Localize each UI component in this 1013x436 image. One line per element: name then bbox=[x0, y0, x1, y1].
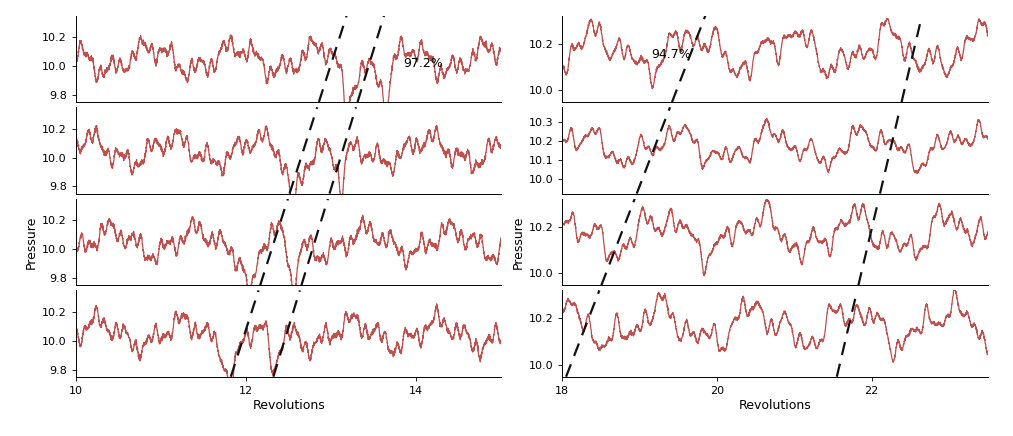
X-axis label: Revolutions: Revolutions bbox=[738, 399, 811, 412]
Text: 97.2%: 97.2% bbox=[403, 57, 444, 70]
Y-axis label: Pressure: Pressure bbox=[25, 215, 38, 269]
Y-axis label: Pressure: Pressure bbox=[512, 215, 525, 269]
Text: 94.7%: 94.7% bbox=[651, 48, 691, 61]
X-axis label: Revolutions: Revolutions bbox=[252, 399, 325, 412]
